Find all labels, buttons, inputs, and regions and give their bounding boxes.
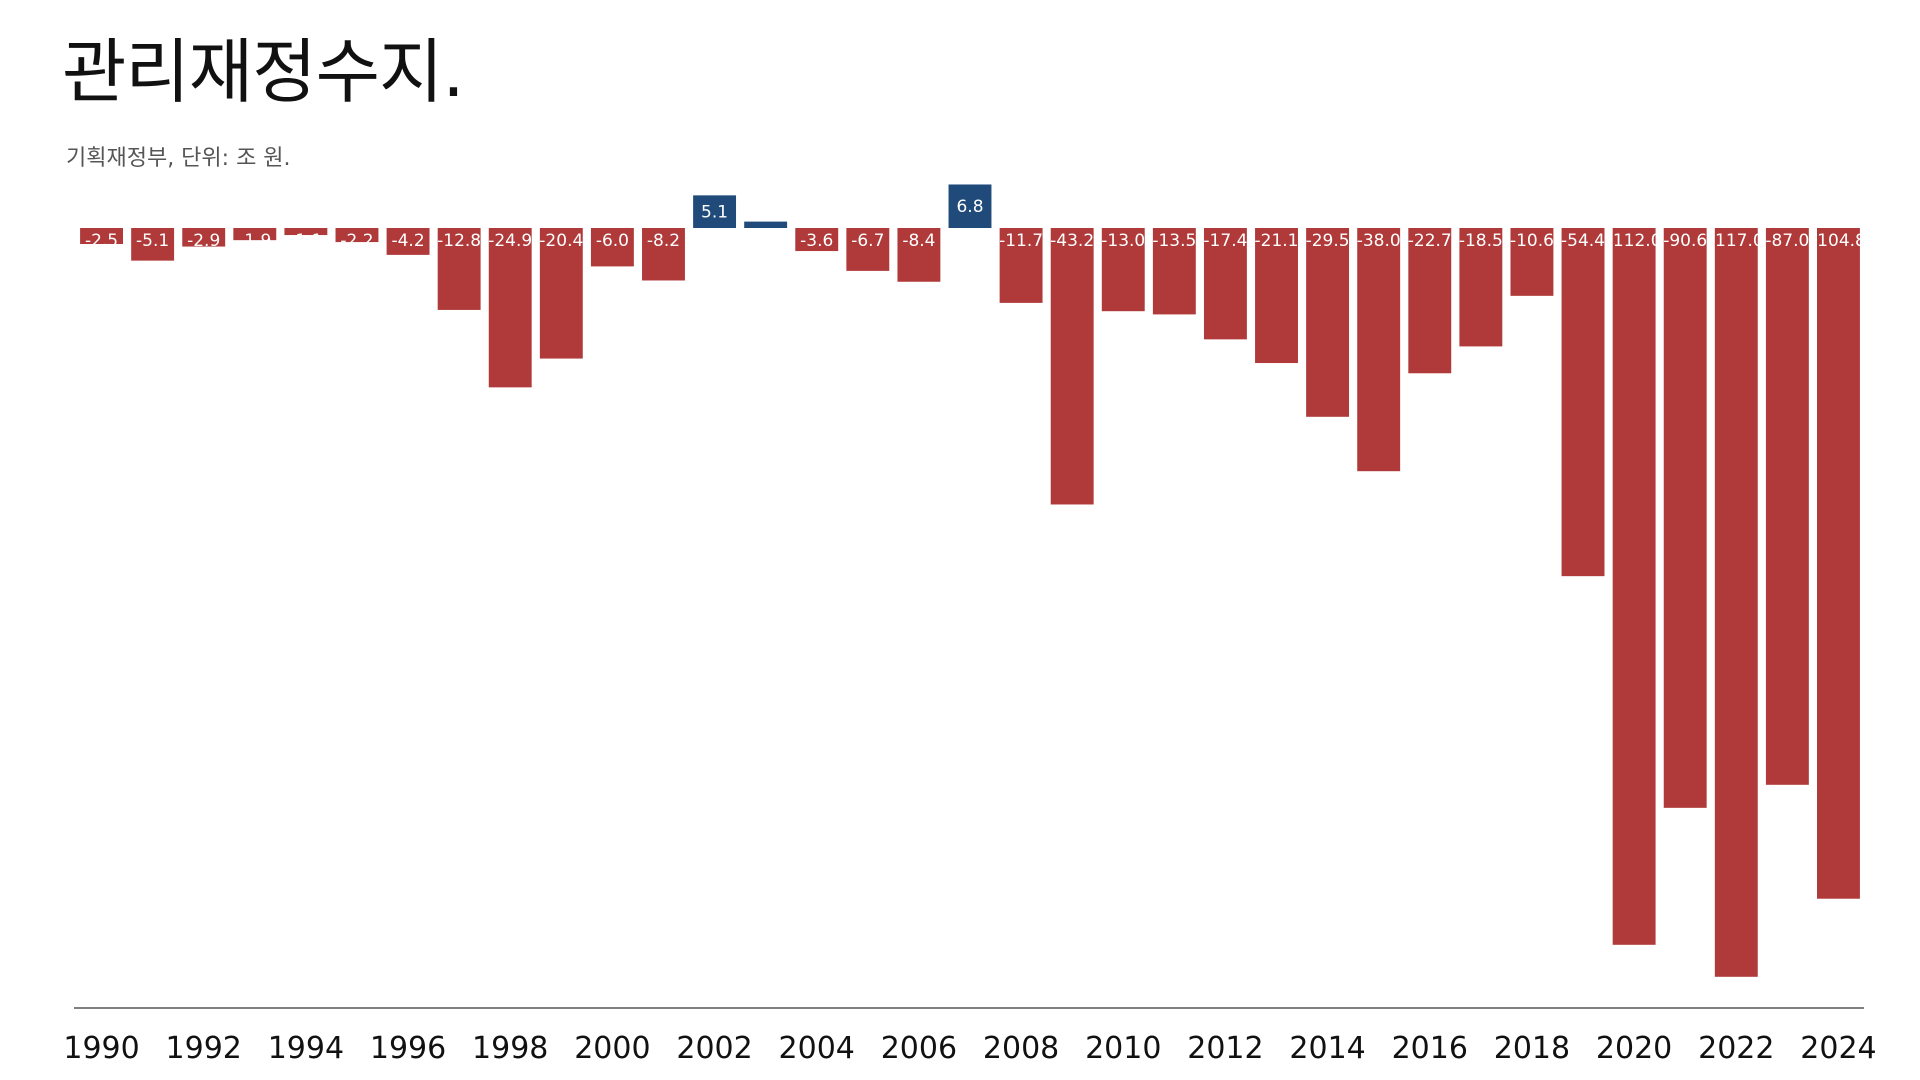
- bar-2005: [846, 228, 890, 271]
- data-label-2009: -43.2: [1050, 231, 1094, 251]
- bar-2009: [1050, 228, 1094, 505]
- bar-2004: [795, 228, 839, 252]
- bar-1998: [488, 228, 532, 388]
- bar-2024: [1817, 228, 1860, 899]
- data-label-2019: -54.4: [1561, 231, 1605, 251]
- bar-2001: [642, 228, 685, 281]
- bar-1995: [335, 228, 379, 243]
- data-label-1997: -12.8: [437, 231, 481, 251]
- data-label-2021: -90.6: [1663, 231, 1707, 251]
- data-label-2014: -29.5: [1306, 231, 1350, 251]
- bar-2014: [1306, 228, 1350, 417]
- bar-2006: [897, 228, 941, 282]
- bar-2011: [1152, 228, 1196, 315]
- x-tick-2012: 2012: [1187, 1031, 1263, 1066]
- bar-2017: [1459, 228, 1503, 347]
- data-label-2002: 5.1: [701, 203, 728, 223]
- bar-1997: [437, 228, 481, 310]
- data-label-2015: -38.0: [1357, 231, 1401, 251]
- bar-1994: [284, 228, 328, 236]
- bar-2022: [1714, 228, 1758, 977]
- chart-subtitle: 기획재정부, 단위: 조 원.: [66, 146, 291, 171]
- bar-2002: [693, 195, 737, 228]
- bar-1990: [80, 228, 123, 244]
- x-tick-2016: 2016: [1392, 1031, 1468, 1066]
- bar-2016: [1408, 228, 1452, 374]
- data-label-2000: -6.0: [596, 231, 629, 251]
- data-label-2022: -117.0: [1709, 231, 1764, 251]
- bar-2000: [590, 228, 634, 267]
- x-tick-1996: 1996: [370, 1031, 446, 1066]
- x-tick-2010: 2010: [1085, 1031, 1161, 1066]
- data-label-1993: -1.9: [238, 231, 271, 251]
- x-tick-2024: 2024: [1800, 1031, 1876, 1066]
- page-title: 관리재정수지.: [62, 31, 465, 113]
- x-tick-2022: 2022: [1698, 1031, 1774, 1066]
- data-label-2013: -21.1: [1255, 231, 1299, 251]
- x-tick-1994: 1994: [268, 1031, 344, 1066]
- bar-1991: [131, 228, 175, 261]
- x-tick-2000: 2000: [574, 1031, 650, 1066]
- bar-1999: [539, 228, 583, 359]
- x-tick-2014: 2014: [1289, 1031, 1365, 1066]
- x-tick-2020: 2020: [1596, 1031, 1672, 1066]
- data-label-2008: -11.7: [999, 231, 1043, 251]
- bar-1993: [233, 228, 277, 241]
- bar-2021: [1663, 228, 1707, 808]
- data-label-1990: -2.5: [85, 231, 118, 251]
- bar-2015: [1357, 228, 1401, 472]
- data-label-2007: 6.8: [956, 197, 983, 217]
- bars-layer: [80, 184, 1860, 977]
- data-label-1999: -20.4: [539, 231, 583, 251]
- data-label-1991: -5.1: [136, 231, 169, 251]
- data-label-1992: -2.9: [187, 231, 220, 251]
- data-label-2001: -8.2: [647, 231, 680, 251]
- bar-2020: [1612, 228, 1656, 945]
- data-label-2016: -22.7: [1408, 231, 1452, 251]
- data-label-1994: -1.1: [289, 231, 322, 251]
- bar-1992: [182, 228, 226, 247]
- bar-2012: [1203, 228, 1247, 340]
- data-label-2010: -13.0: [1101, 231, 1145, 251]
- data-label-2005: -6.7: [851, 231, 884, 251]
- data-labels-layer: -2.5 -5.1 -2.9 -1.9 -1.1 -2.2 -4.2 -12.8 -24.9 -2…: [85, 197, 1866, 251]
- data-label-2004: -3.6: [800, 231, 833, 251]
- bar-2018: [1510, 228, 1554, 296]
- bar-2023: [1765, 228, 1809, 785]
- data-label-2018: -10.6: [1510, 231, 1554, 251]
- data-label-1995: -2.2: [340, 231, 373, 251]
- x-tick-2004: 2004: [779, 1031, 855, 1066]
- bar-2008: [999, 228, 1043, 303]
- data-label-2017: -18.5: [1459, 231, 1503, 251]
- data-label-2012: -17.4: [1203, 231, 1247, 251]
- x-tick-2018: 2018: [1494, 1031, 1570, 1066]
- bar-2013: [1255, 228, 1298, 364]
- data-label-1996: -4.2: [391, 231, 424, 251]
- data-label-1998: -24.9: [488, 231, 532, 251]
- bar-2003: [744, 221, 788, 228]
- bar-2019: [1561, 228, 1605, 577]
- x-tick-1998: 1998: [472, 1031, 548, 1066]
- x-tick-2008: 2008: [983, 1031, 1059, 1066]
- data-label-2020: -112.0: [1607, 231, 1662, 251]
- x-tick-2006: 2006: [881, 1031, 957, 1066]
- data-label-2006: -8.4: [902, 231, 935, 251]
- data-label-2023: -87.0: [1765, 231, 1809, 251]
- bar-1996: [386, 228, 430, 255]
- data-label-2011: -13.5: [1152, 231, 1196, 251]
- x-tick-1990: 1990: [63, 1031, 139, 1066]
- bar-2007: [948, 184, 992, 228]
- bar-2010: [1101, 228, 1145, 312]
- x-tick-1992: 1992: [166, 1031, 242, 1066]
- x-tick-labels-layer: 1990 1992 1994 1996 1998 2000 2002 2004 2006 2008…: [63, 1031, 1876, 1066]
- data-label-2024: -104.8: [1811, 231, 1866, 251]
- x-tick-2002: 2002: [676, 1031, 752, 1066]
